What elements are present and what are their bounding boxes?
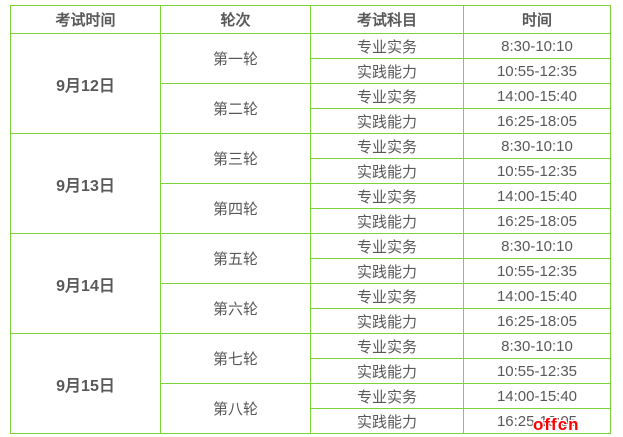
table-row: 9月13日 第三轮 专业实务 8:30-10:10	[10, 133, 611, 234]
time-cell: 8:30-10:10	[463, 133, 611, 159]
header-exam-date: 考试时间	[10, 5, 161, 34]
time-cell: 16:25-18:05	[463, 308, 611, 334]
subject-cell: 实践能力	[310, 158, 464, 184]
time-cell: 16:25-18:05	[463, 408, 611, 434]
time-cell: 16:25-18:05	[463, 108, 611, 134]
table-row: 实践能力 10:55-12:35	[11, 58, 611, 84]
table-row: 第六轮 专业实务 14:00-15:40	[11, 283, 611, 334]
subject-cell: 实践能力	[310, 58, 464, 84]
table-row: 第八轮 专业实务 14:00-15:40	[11, 383, 611, 434]
subject-cell: 专业实务	[310, 83, 464, 109]
time-cell: 14:00-15:40	[463, 383, 611, 409]
table-row: 实践能力 16:25-18:05	[11, 408, 611, 434]
table-row: 实践能力 10:55-12:35	[11, 158, 611, 184]
time-cell: 14:00-15:40	[463, 283, 611, 309]
table-row: 9月15日 第七轮 专业实务 8:30-10:10	[10, 333, 611, 434]
table-row: 9月14日 第五轮 专业实务 8:30-10:10	[10, 233, 611, 334]
date-cell: 9月15日	[10, 333, 161, 434]
round-cell: 第六轮	[160, 283, 311, 334]
subject-cell: 专业实务	[310, 383, 464, 409]
table-row: 实践能力 10:55-12:35	[11, 358, 611, 384]
time-cell: 8:30-10:10	[463, 33, 611, 59]
offcn-watermark: offcn	[533, 415, 580, 434]
date-cell: 9月13日	[10, 133, 161, 234]
subject-cell: 实践能力	[310, 308, 464, 334]
table-row: 第四轮 专业实务 14:00-15:40	[11, 183, 611, 234]
table-row: 9月12日 第一轮 专业实务 8:30-10:10	[10, 33, 611, 134]
round-cell: 第七轮	[160, 333, 311, 384]
subject-cell: 实践能力	[310, 258, 464, 284]
round-cell: 第三轮	[160, 133, 311, 184]
round-cell: 第二轮	[160, 83, 311, 134]
date-cell: 9月14日	[10, 233, 161, 334]
subject-cell: 实践能力	[310, 358, 464, 384]
time-cell: 8:30-10:10	[463, 333, 611, 359]
header-time: 时间	[463, 5, 611, 34]
subject-cell: 实践能力	[310, 408, 464, 434]
exam-schedule-table: 考试时间 轮次 考试科目 时间 9月12日 第一轮 专业实务 8:30-10:10 实践…	[10, 5, 611, 434]
time-cell: 10:55-12:35	[463, 58, 611, 84]
table-row: 实践能力 10:55-12:35	[11, 258, 611, 284]
subject-cell: 专业实务	[310, 233, 464, 259]
subject-cell: 实践能力	[310, 108, 464, 134]
time-cell: 10:55-12:35	[463, 258, 611, 284]
subject-cell: 专业实务	[310, 133, 464, 159]
round-cell: 第一轮	[160, 33, 311, 84]
time-cell: 16:25-18:05	[463, 208, 611, 234]
time-cell: 14:00-15:40	[463, 83, 611, 109]
subject-cell: 专业实务	[310, 183, 464, 209]
time-cell: 10:55-12:35	[463, 158, 611, 184]
time-cell: 8:30-10:10	[463, 233, 611, 259]
subject-cell: 专业实务	[310, 333, 464, 359]
subject-cell: 实践能力	[310, 208, 464, 234]
table-row: 实践能力 16:25-18:05	[11, 308, 611, 334]
table-row: 实践能力 16:25-18:05	[11, 208, 611, 234]
time-cell: 10:55-12:35	[463, 358, 611, 384]
subject-cell: 专业实务	[310, 33, 464, 59]
date-cell: 9月12日	[10, 33, 161, 134]
round-cell: 第八轮	[160, 383, 311, 434]
round-cell: 第五轮	[160, 233, 311, 284]
table-header-row: 考试时间 轮次 考试科目 时间	[10, 5, 611, 34]
time-cell: 14:00-15:40	[463, 183, 611, 209]
schedule-table-body: 9月12日 第一轮 专业实务 8:30-10:10 实践能力 10:55-12:35 第二轮…	[10, 33, 611, 434]
subject-cell: 专业实务	[310, 283, 464, 309]
header-round: 轮次	[160, 5, 311, 34]
round-cell: 第四轮	[160, 183, 311, 234]
header-subject: 考试科目	[310, 5, 464, 34]
table-row: 实践能力 16:25-18:05	[11, 108, 611, 134]
